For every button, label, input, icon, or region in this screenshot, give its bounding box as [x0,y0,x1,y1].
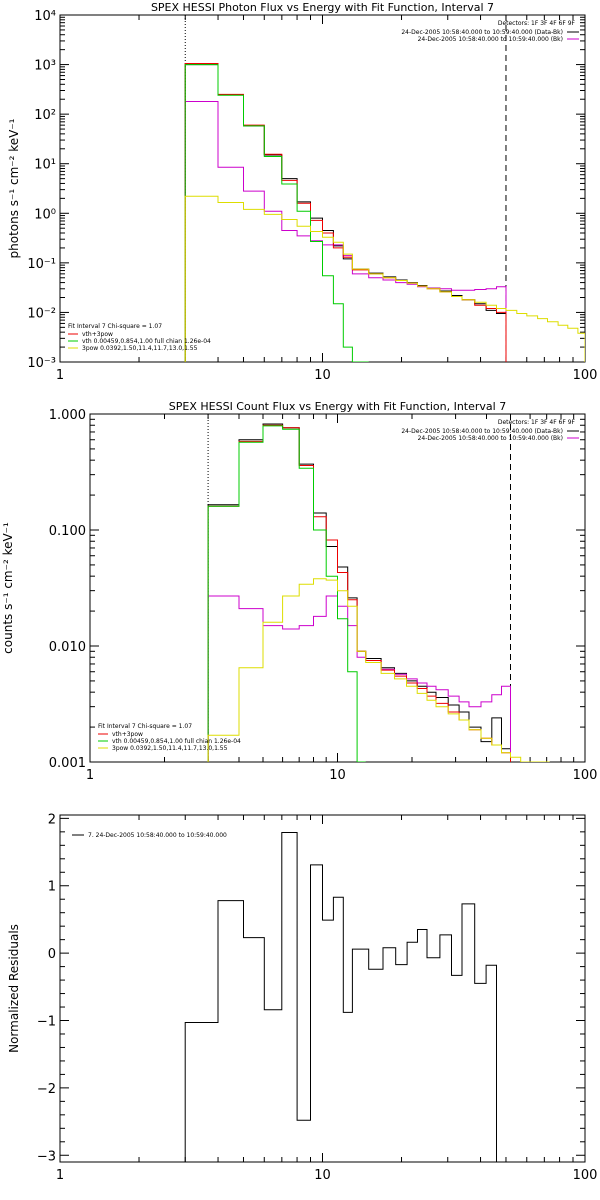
chart-title: SPEX HESSI Photon Flux vs Energy with Fi… [151,1,494,14]
legend-entry: 24-Dec-2005 10:58:40.000 to 10:59:40.000… [418,435,563,442]
series-3pow [207,578,550,762]
y-tick-label: −3 [37,1149,56,1164]
y-tick-label: 10⁻¹ [27,257,56,272]
y-tick-label: 10⁰ [34,207,56,222]
y-tick-label: 10¹ [34,158,56,173]
series-data-bk [207,423,511,762]
series-bk [207,595,511,762]
legend-entry: 7. 24-Dec-2005 10:58:40.000 to 10:59:40.… [88,832,227,839]
x-tick-label: 1 [56,368,64,383]
legend-entry: 24-Dec-2005 10:58:40.000 to 10:59:40.000… [418,36,563,43]
chart-1: SPEX HESSI Photon Flux vs Energy with Fi… [7,1,597,383]
legend-header: Fit Interval 7 Chi-square = 1.07 [68,323,162,330]
y-tick-label: 10⁻³ [27,356,56,371]
y-tick-label: 0.100 [49,524,86,539]
legend-top-right: Detectors: 1F 3F 4F 6F 9F 24-Dec-2005 10:… [401,20,579,43]
y-tick-label: −2 [37,1082,56,1097]
y-tick-label: 10⁴ [34,9,56,24]
chart-2: SPEX HESSI Count Flux vs Energy with Fit… [1,400,597,783]
series-group [184,832,497,1162]
y-tick-label: 1 [48,880,56,895]
y-tick-label: 10² [34,108,56,123]
x-tick-label: 100 [573,1168,598,1183]
series-vth-3pow [207,424,511,762]
chart-title: SPEX HESSI Count Flux vs Energy with Fit… [169,400,506,413]
x-tick-label: 10 [314,368,331,383]
series-vth-3pow [184,63,507,362]
legend-top-right: Detectors: 1F 3F 4F 6F 9F 24-Dec-2005 10:… [401,419,579,442]
legend-entry: 24-Dec-2005 10:58:40.000 to 10:59:40.000… [401,428,563,435]
x-tick-label: 100 [573,768,598,783]
chart-3: Normalized Residuals 1 10 100 −3 −2 −1 0 1 2 7. 24… [7,812,597,1183]
series-data-bk [184,64,507,362]
x-tick-label: 1 [86,768,94,783]
legend-entry: vth 0.00459,0.854,1.00 full chian 1.26e-… [112,738,241,745]
x-tick-label: 10 [329,768,346,783]
legend-entry: 24-Dec-2005 10:58:40.000 to 10:59:40.000… [401,29,563,36]
y-axis-label: Normalized Residuals [7,924,21,1053]
x-tick-label: 1 [56,1168,64,1183]
series-vth [184,64,369,362]
series-group [207,423,550,762]
series-residuals [184,832,497,1162]
legend-entry: vth+3pow [82,331,113,338]
series-vth [207,425,366,762]
x-tick-label: 10 [314,1168,331,1183]
series-3pow [184,195,585,362]
y-tick-label: 0.001 [49,756,86,771]
legend-header: Detectors: 1F 3F 4F 6F 9F [498,20,576,27]
y-tick-label: 0 [48,947,56,962]
y-tick-label: 1.000 [49,408,86,423]
legend-entry: 3pow 0.0392,1.50,11.4,11.7,13.0,1.55 [112,745,228,752]
y-tick-label: −1 [37,1015,56,1030]
y-tick-label: 0.010 [49,640,86,655]
legend-header: Detectors: 1F 3F 4F 6F 9F [498,419,576,426]
y-axis-label: counts s⁻¹ cm⁻² keV⁻¹ [1,522,15,654]
legend-entry: vth+3pow [112,731,143,738]
y-tick-label: 10⁻² [27,306,56,321]
legend-header: Fit Interval 7 Chi-square = 1.07 [98,723,192,730]
legend-entry: vth 0.00459,0.854,1.00 full chian 1.26e-… [82,338,211,345]
series-group [184,63,585,362]
y-tick-label: 2 [48,812,56,827]
legend-top-left: 7. 24-Dec-2005 10:58:40.000 to 10:59:40.… [72,832,227,839]
y-tick-label: 10³ [34,59,56,74]
x-tick-label: 100 [573,368,598,383]
y-axis-label: photons s⁻¹ cm⁻² keV⁻¹ [7,118,21,258]
legend-bottom-left: Fit Interval 7 Chi-square = 1.07vth+3pow… [68,323,211,352]
legend-entry: 3pow 0.0392,1.50,11.4,11.7,13.0,1.55 [82,345,198,352]
legend-bottom-left: Fit Interval 7 Chi-square = 1.07vth+3pow… [98,723,241,752]
series-bk [184,101,507,362]
